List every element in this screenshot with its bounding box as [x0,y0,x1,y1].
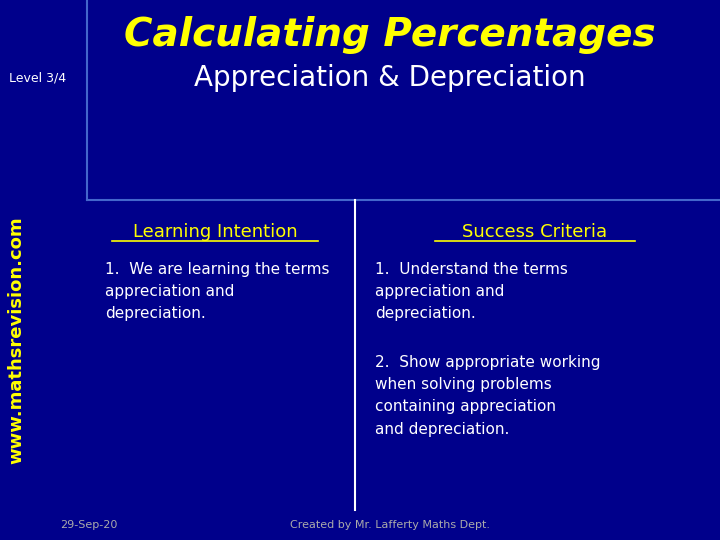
Text: Learning Intention: Learning Intention [132,223,297,241]
Text: www.mathsrevision.com: www.mathsrevision.com [7,216,25,464]
Text: 2.  Show appropriate working
when solving problems
containing appreciation
and d: 2. Show appropriate working when solving… [375,355,600,437]
Text: Appreciation & Depreciation: Appreciation & Depreciation [194,64,586,92]
Text: Calculating Percentages: Calculating Percentages [124,16,656,54]
Text: Created by Mr. Lafferty Maths Dept.: Created by Mr. Lafferty Maths Dept. [290,520,490,530]
Text: 29-Sep-20: 29-Sep-20 [60,520,117,530]
Text: Success Criteria: Success Criteria [462,223,608,241]
Text: 1.  Understand the terms
appreciation and
depreciation.: 1. Understand the terms appreciation and… [375,262,568,321]
Text: Level 3/4: Level 3/4 [9,71,66,84]
Text: 1.  We are learning the terms
appreciation and
depreciation.: 1. We are learning the terms appreciatio… [105,262,330,321]
